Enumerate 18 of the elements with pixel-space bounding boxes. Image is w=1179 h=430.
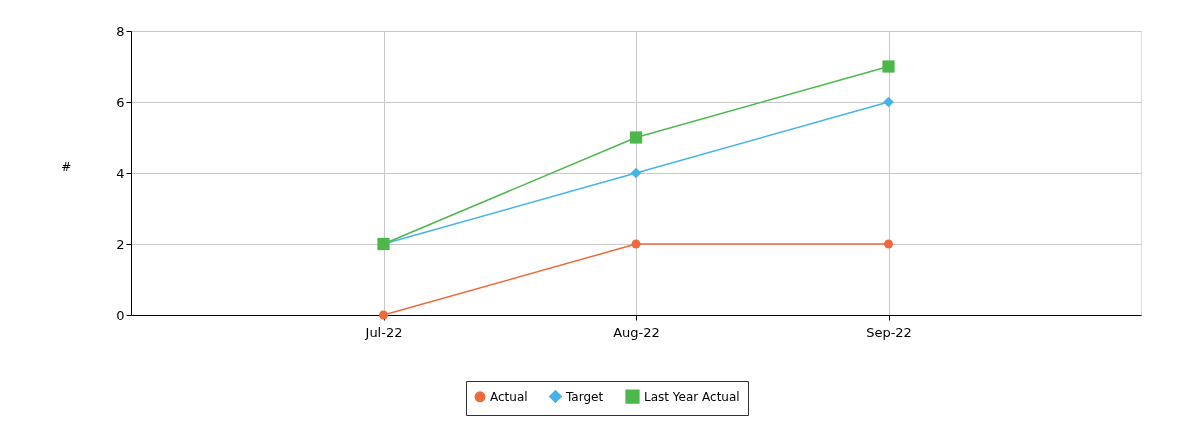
y-tick-label: 8 bbox=[116, 23, 125, 39]
x-tick-label: Jul-22 bbox=[364, 324, 403, 340]
point bbox=[631, 239, 641, 249]
x-tick-label: Sep-22 bbox=[866, 324, 912, 340]
point bbox=[884, 239, 893, 249]
point bbox=[882, 60, 895, 73]
y-axis-title: # bbox=[61, 159, 72, 174]
y-tick-label: 0 bbox=[116, 307, 125, 323]
x-tick-label: Aug-22 bbox=[613, 324, 660, 340]
y-tick-label: 4 bbox=[116, 165, 125, 181]
y-tick-label: 6 bbox=[116, 94, 125, 110]
legend-label: Target bbox=[565, 389, 604, 404]
point bbox=[379, 310, 388, 320]
point bbox=[629, 131, 643, 144]
point bbox=[630, 167, 642, 179]
legend-label: Actual bbox=[490, 389, 528, 404]
legend-label: Last Year Actual bbox=[644, 389, 740, 404]
y-tick-label: 2 bbox=[116, 236, 125, 252]
